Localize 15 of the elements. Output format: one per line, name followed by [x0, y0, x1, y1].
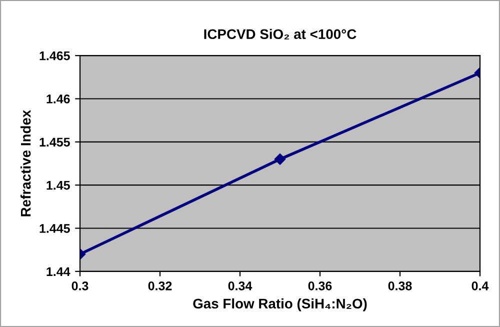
x-tick-label: 0.4	[472, 281, 489, 290]
y-axis-title: Refractive Index	[20, 110, 31, 216]
y-tick-label: 1.44	[46, 267, 70, 276]
x-tick-label: 0.3	[72, 281, 88, 290]
y-tick-label: 1.465	[40, 51, 70, 60]
x-axis-title: Gas Flow Ratio (SiH₄:N₂O)	[193, 298, 367, 312]
chart-title: ICPCVD SiO₂ at <100°C	[204, 28, 356, 40]
x-tick-label: 0.38	[388, 281, 412, 290]
y-tick-label: 1.46	[46, 94, 70, 104]
y-tick-label: 1.455	[40, 138, 70, 147]
x-tick-label: 0.34	[228, 281, 252, 290]
x-tick-label: 0.36	[308, 281, 332, 290]
x-tick-label: 0.32	[148, 281, 172, 290]
y-tick-label: 1.445	[40, 224, 70, 233]
y-tick-label: 1.45	[46, 181, 70, 190]
